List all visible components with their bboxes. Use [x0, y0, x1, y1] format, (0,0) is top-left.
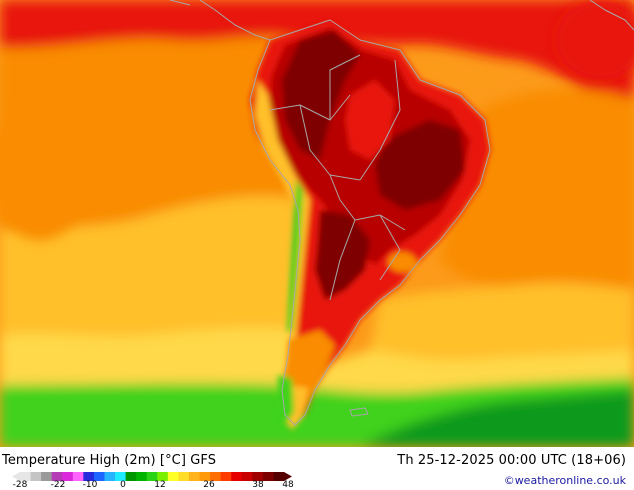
continent-core-maroon — [282, 30, 360, 160]
ocean-band-yellow-east — [370, 282, 634, 361]
legend-tick-label: 0 — [120, 480, 126, 490]
legend-segment — [262, 472, 274, 481]
caribbean-islands — [589, 0, 634, 31]
legend-segment — [83, 472, 95, 481]
legend-segment — [72, 472, 84, 481]
legend-segment — [157, 472, 169, 481]
legend-tick-label: 12 — [154, 480, 166, 490]
legend-segment — [41, 472, 53, 481]
map-title: Temperature High (2m) [°C] GFS — [2, 453, 217, 468]
legend-segment — [51, 472, 63, 481]
central-cooler-patch — [345, 80, 395, 160]
color-legend — [12, 472, 292, 481]
central-america — [169, 0, 271, 41]
legend-segment — [115, 472, 127, 481]
legend-segment — [241, 472, 253, 481]
legend-segment — [188, 472, 201, 481]
falklands — [349, 407, 369, 417]
legend-arrow-high — [284, 472, 292, 481]
legend-tick-label: -28 — [12, 480, 28, 490]
border-lines — [269, 54, 406, 301]
legend-tick-label: 48 — [282, 480, 294, 490]
legend-segment — [220, 472, 232, 481]
legend-segment — [178, 472, 190, 481]
legend-tick-label: -10 — [82, 480, 98, 490]
continent-core-maroon-south — [315, 210, 370, 300]
legend-segment — [30, 472, 42, 481]
legend-tick-label: 26 — [203, 480, 215, 490]
footer: Temperature High (2m) [°C] GFS Th 25-12-… — [0, 447, 634, 490]
legend-segment — [252, 472, 264, 481]
continent-core-east — [375, 120, 465, 210]
temperature-map — [0, 0, 634, 447]
legend-segment — [104, 472, 116, 481]
legend-tick-label: -22 — [50, 480, 66, 490]
ocean-band-green-dark — [360, 390, 634, 447]
ocean-band-light-yellow — [0, 327, 634, 394]
legend-ticks: -28 -22 -10 0 12 26 38 48 — [0, 480, 320, 490]
legend-segment — [231, 472, 243, 481]
legend-segment — [20, 472, 32, 481]
legend-tick-label: 38 — [252, 480, 264, 490]
valid-datetime: Th 25-12-2025 00:00 UTC (18+06) — [397, 453, 626, 468]
ocean-band-yellow-west — [0, 195, 300, 337]
legend-segment — [62, 472, 74, 481]
legend-segment — [167, 472, 179, 481]
ocean-blob-west — [0, 100, 90, 240]
ocean-blob-east — [555, 0, 634, 80]
legend-segment — [93, 472, 105, 481]
legend-segment — [210, 472, 222, 481]
credit-link[interactable]: ©weatheronline.co.uk — [503, 474, 626, 487]
legend-arrow-low — [12, 472, 20, 481]
legend-segment — [146, 472, 158, 481]
legend-segment — [125, 472, 137, 481]
coastline — [249, 19, 491, 426]
legend-segment — [199, 472, 211, 481]
legend-segment — [136, 472, 148, 481]
ocean-band-red-north — [0, 0, 634, 120]
legend-segment — [273, 472, 285, 481]
